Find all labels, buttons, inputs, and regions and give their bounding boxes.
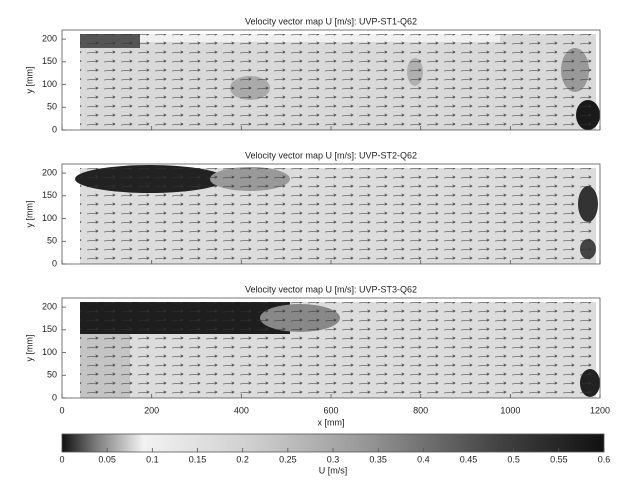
- x-tick-label: 600: [323, 405, 338, 415]
- colorbar-tick-label: 0.5: [507, 454, 520, 464]
- colorbar-tick-label: 0.6: [598, 454, 611, 464]
- x-tick-label: 800: [413, 405, 428, 415]
- field-2: [75, 165, 598, 264]
- colorbar-tick-label: 0.45: [460, 454, 478, 464]
- y-tick-label: 150: [42, 324, 57, 334]
- y-tick-label: 150: [42, 190, 57, 200]
- y-tick-label: 0: [52, 392, 57, 402]
- x-tick-label: 1000: [500, 405, 520, 415]
- colorbar-tick-label: 0.05: [98, 454, 116, 464]
- y-tick-label: 100: [42, 213, 57, 223]
- y-tick-label: 200: [42, 33, 57, 43]
- colorbar-tick-label: 0.35: [369, 454, 387, 464]
- field-3: [80, 302, 600, 398]
- x-tick-label: 0: [59, 405, 64, 415]
- colorbar-tick-label: 0: [59, 454, 64, 464]
- y-tick-label: 200: [42, 167, 57, 177]
- y-axis-label: y [mm]: [24, 201, 34, 228]
- colorbar-tick-label: 0.2: [236, 454, 249, 464]
- y-tick-label: 50: [47, 370, 57, 380]
- x-tick-label: 400: [234, 405, 249, 415]
- y-tick-label: 100: [42, 79, 57, 89]
- x-axis-label: x [mm]: [318, 417, 345, 427]
- y-tick-label: 100: [42, 347, 57, 357]
- field-1: [80, 34, 600, 130]
- colorbar-tick-label: 0.3: [327, 454, 340, 464]
- colorbar-label: U [m/s]: [319, 465, 348, 475]
- y-axis-label: y [mm]: [24, 67, 34, 94]
- colorbar-tick-label: 0.15: [189, 454, 207, 464]
- chart-title: Velocity vector map U [m/s]: UVP-ST2-Q62: [245, 150, 417, 160]
- x-tick-label: 200: [144, 405, 159, 415]
- y-tick-label: 150: [42, 56, 57, 66]
- colorbar-tick-label: 0.4: [417, 454, 430, 464]
- chart-title: Velocity vector map U [m/s]: UVP-ST3-Q62: [245, 284, 417, 294]
- y-tick-label: 200: [42, 301, 57, 311]
- y-tick-label: 0: [52, 258, 57, 268]
- y-tick-label: 50: [47, 102, 57, 112]
- y-axis-label: y [mm]: [24, 335, 34, 362]
- chart-title: Velocity vector map U [m/s]: UVP-ST1-Q62: [245, 16, 417, 26]
- x-tick-label: 1200: [590, 405, 610, 415]
- colorbar-tick-label: 0.55: [550, 454, 568, 464]
- colorbar-tick-label: 0.1: [146, 454, 159, 464]
- y-tick-label: 50: [47, 236, 57, 246]
- y-tick-label: 0: [52, 124, 57, 134]
- colorbar-tick-label: 0.25: [279, 454, 297, 464]
